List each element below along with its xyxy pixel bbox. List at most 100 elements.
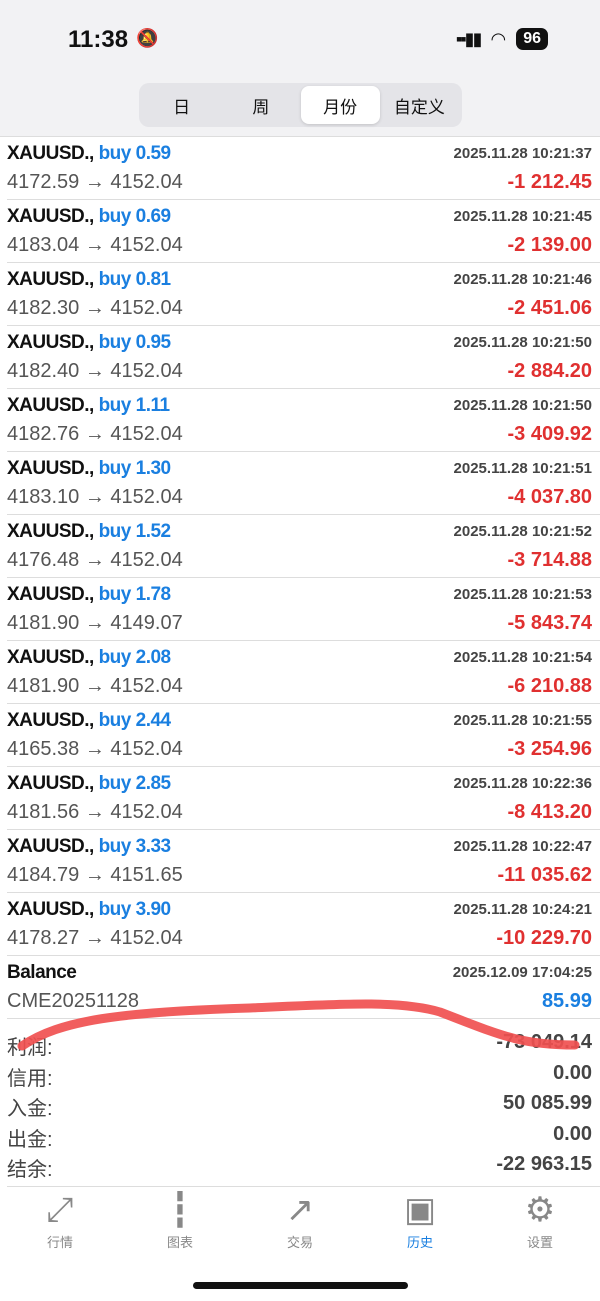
trade-symbol: XAUUSD., buy 0.59 bbox=[7, 143, 171, 165]
trade-time: 2025.11.28 10:21:46 bbox=[453, 271, 592, 288]
trade-time: 2025.11.28 10:21:37 bbox=[453, 145, 592, 162]
value: 0.00 bbox=[553, 1061, 592, 1084]
candlestick-icon: ┇ bbox=[169, 1191, 191, 1229]
tab-quotes[interactable]: ⤢ 行情 bbox=[0, 1188, 120, 1251]
trade-row[interactable]: XAUUSD., buy 1.52 2025.11.28 10:21:52 41… bbox=[7, 515, 600, 578]
trade-row[interactable]: XAUUSD., buy 1.11 2025.11.28 10:21:50 41… bbox=[7, 389, 600, 452]
symbol: XAUUSD., bbox=[7, 710, 94, 731]
period-segmented-control: 日 周 月份 自定义 bbox=[139, 83, 462, 127]
trade-prices: 4182.30 → 4152.04 bbox=[7, 297, 183, 319]
status-icons: ▪▪▮▮ ◠ 96 bbox=[456, 28, 548, 50]
trade-profit: -8 413.20 bbox=[507, 801, 592, 823]
symbol: XAUUSD., bbox=[7, 206, 94, 227]
symbol: XAUUSD., bbox=[7, 584, 94, 605]
tab-label: 设置 bbox=[526, 1235, 553, 1250]
trade-symbol: XAUUSD., buy 1.30 bbox=[7, 458, 171, 480]
trade-symbol: XAUUSD., buy 0.69 bbox=[7, 206, 171, 228]
trade-row[interactable]: XAUUSD., buy 0.69 2025.11.28 10:21:45 41… bbox=[7, 200, 600, 263]
trade-symbol: XAUUSD., buy 1.52 bbox=[7, 521, 171, 543]
trade-symbol: XAUUSD., buy 3.90 bbox=[7, 899, 171, 921]
trade-side-volume: buy 0.59 bbox=[98, 143, 172, 164]
battery-indicator: 96 bbox=[516, 28, 548, 50]
wifi-icon: ◠ bbox=[490, 28, 507, 49]
trade-row[interactable]: XAUUSD., buy 2.08 2025.11.28 10:21:54 41… bbox=[7, 641, 600, 704]
trade-row[interactable]: XAUUSD., buy 2.44 2025.11.28 10:21:55 41… bbox=[7, 704, 600, 767]
trade-row[interactable]: XAUUSD., buy 1.30 2025.11.28 10:21:51 41… bbox=[7, 452, 600, 515]
summary-credit: 信用: 0.00 bbox=[7, 1062, 592, 1093]
trade-row[interactable]: XAUUSD., buy 0.81 2025.11.28 10:21:46 41… bbox=[7, 263, 600, 326]
trade-prices: 4165.38 → 4152.04 bbox=[7, 738, 183, 760]
summary-profit: 利润: -73 049.14 bbox=[7, 1031, 592, 1062]
balance-title: Balance bbox=[7, 962, 77, 983]
trade-symbol: XAUUSD., buy 3.33 bbox=[7, 836, 171, 858]
segment-month[interactable]: 月份 bbox=[300, 86, 380, 124]
tab-history[interactable]: ▣ 历史 bbox=[360, 1188, 480, 1251]
trade-side-volume: buy 0.81 bbox=[98, 269, 172, 290]
history-inbox-icon: ▣ bbox=[403, 1191, 437, 1229]
segment-day[interactable]: 日 bbox=[173, 97, 191, 117]
symbol: XAUUSD., bbox=[7, 647, 94, 668]
trade-row[interactable]: XAUUSD., buy 3.90 2025.11.28 10:24:21 41… bbox=[7, 893, 600, 956]
label: 信用: bbox=[7, 1067, 53, 1090]
trade-row[interactable]: XAUUSD., buy 3.33 2025.11.28 10:22:47 41… bbox=[7, 830, 600, 893]
trade-symbol: XAUUSD., buy 0.95 bbox=[7, 332, 171, 354]
balance-time: 2025.12.09 17:04:25 bbox=[452, 964, 592, 981]
home-indicator bbox=[193, 1282, 408, 1289]
trade-row[interactable]: XAUUSD., buy 1.78 2025.11.28 10:21:53 41… bbox=[7, 578, 600, 641]
trade-side-volume: buy 1.52 bbox=[98, 521, 172, 542]
symbol: XAUUSD., bbox=[7, 143, 94, 164]
header: 11:38 🔕 ▪▪▮▮ ◠ 96 日 周 月份 自定义 bbox=[0, 0, 600, 137]
value: 50 085.99 bbox=[503, 1092, 592, 1114]
label: 出金: bbox=[7, 1128, 53, 1151]
trade-symbol: XAUUSD., buy 2.08 bbox=[7, 647, 171, 669]
trade-symbol: XAUUSD., buy 0.81 bbox=[7, 269, 171, 291]
trade-symbol: XAUUSD., buy 2.44 bbox=[7, 710, 171, 732]
tab-settings[interactable]: ⚙ 设置 bbox=[480, 1188, 600, 1251]
trade-side-volume: buy 1.78 bbox=[98, 584, 172, 605]
segment-week[interactable]: 周 bbox=[252, 97, 270, 117]
tab-label: 图表 bbox=[166, 1235, 193, 1250]
trade-row[interactable]: XAUUSD., buy 0.95 2025.11.28 10:21:50 41… bbox=[7, 326, 600, 389]
trade-row[interactable]: XAUUSD., buy 0.59 2025.11.28 10:21:37 41… bbox=[7, 137, 600, 200]
trade-prices: 4184.79 → 4151.65 bbox=[7, 864, 183, 886]
symbol: XAUUSD., bbox=[7, 269, 94, 290]
trade-row[interactable]: XAUUSD., buy 2.85 2025.11.28 10:22:36 41… bbox=[7, 767, 600, 830]
trade-side-volume: buy 3.90 bbox=[98, 899, 172, 920]
trade-prices: 4176.48 → 4152.04 bbox=[7, 549, 183, 571]
trade-prices: 4183.04 → 4152.04 bbox=[7, 234, 183, 256]
trade-profit: -3 714.88 bbox=[507, 549, 592, 571]
trade-side-volume: buy 2.44 bbox=[98, 710, 172, 731]
symbol: XAUUSD., bbox=[7, 521, 94, 542]
symbol: XAUUSD., bbox=[7, 836, 94, 857]
balance-row[interactable]: Balance 2025.12.09 17:04:25 CME20251128 … bbox=[7, 956, 600, 1019]
trade-prices: 4182.76 → 4152.04 bbox=[7, 423, 183, 445]
trade-profit: -3 254.96 bbox=[507, 738, 592, 760]
symbol: XAUUSD., bbox=[7, 773, 94, 794]
trade-time: 2025.11.28 10:24:21 bbox=[453, 901, 592, 918]
trade-time: 2025.11.28 10:21:55 bbox=[453, 712, 592, 729]
trade-profit: -2 139.00 bbox=[507, 234, 592, 256]
trade-prices: 4183.10 → 4152.04 bbox=[7, 486, 183, 508]
trade-profit: -2 884.20 bbox=[507, 360, 592, 382]
trade-side-volume: buy 0.69 bbox=[98, 206, 172, 227]
signal-icon: ▪▪▮▮ bbox=[455, 28, 483, 49]
trade-symbol: XAUUSD., buy 1.11 bbox=[7, 395, 170, 417]
trade-symbol: XAUUSD., buy 2.85 bbox=[7, 773, 171, 795]
trade-profit: -11 035.62 bbox=[497, 864, 592, 886]
trade-symbol: XAUUSD., buy 1.78 bbox=[7, 584, 171, 606]
trade-profit: -10 229.70 bbox=[496, 927, 592, 949]
trade-profit: -4 037.80 bbox=[507, 486, 592, 508]
trade-profit: -3 409.92 bbox=[507, 423, 592, 445]
value: -22 963.15 bbox=[496, 1153, 592, 1175]
status-time: 11:38 bbox=[68, 26, 129, 53]
trade-time: 2025.11.28 10:21:51 bbox=[453, 460, 592, 477]
segment-custom[interactable]: 自定义 bbox=[393, 97, 445, 117]
label: 利润: bbox=[7, 1037, 53, 1059]
summary: 利润: -73 049.14 信用: 0.00 入金: 50 085.99 出金: 0.… bbox=[7, 1019, 600, 1187]
symbol: XAUUSD., bbox=[7, 395, 94, 416]
trade-time: 2025.11.28 10:22:36 bbox=[453, 775, 592, 792]
tab-charts[interactable]: ┇ 图表 bbox=[120, 1188, 240, 1251]
trade-side-volume: buy 1.11 bbox=[98, 395, 171, 416]
tab-trade[interactable]: ↗ 交易 bbox=[240, 1188, 360, 1251]
trade-prices: 4172.59 → 4152.04 bbox=[7, 171, 183, 193]
